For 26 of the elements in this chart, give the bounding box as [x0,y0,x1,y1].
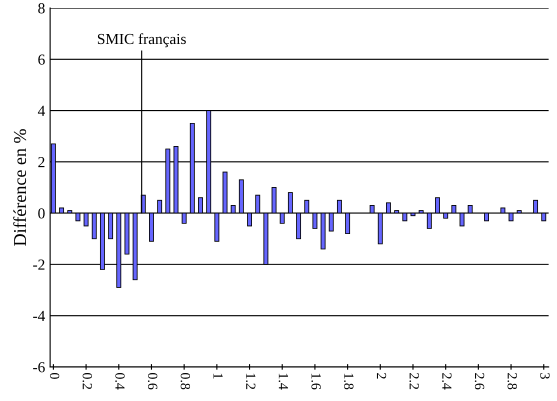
x-tick-label: 0.4 [115,373,125,390]
x-tick-label: 2.2 [409,373,419,390]
x-tick-label: 2.6 [474,373,484,390]
x-tick-label: 3 [540,373,550,379]
y-tick-label: -4 [33,310,46,321]
x-tick-label: 1.6 [311,374,321,390]
x-tick-label: 1.4 [278,374,288,390]
x-tick-label: 2 [376,373,386,379]
ref-line-label: SMIC français [98,33,186,48]
y-tick-label: 2 [38,157,44,168]
y-tick-label: -6 [33,362,45,372]
y-tick-label: -2 [33,260,44,270]
x-tick-label: 0 [50,373,60,379]
x-tick-label: 0.2 [82,373,92,390]
x-tick-label: 1.8 [344,374,354,390]
x-tick-label: 1 [214,374,223,379]
y-tick-label: 4 [38,106,46,116]
y-axis-title: Différence en % [13,129,26,246]
x-tick-label: 2.4 [442,373,452,390]
y-tick-label: 0 [38,208,45,219]
x-tick-label: 0.6 [148,373,158,390]
x-tick-label: 0.8 [180,373,190,390]
x-tick-label: 2.8 [508,373,517,390]
y-tick-label: 6 [38,54,45,65]
x-tick-label: 1.2 [246,374,256,390]
y-tick-label: 8 [38,3,45,14]
